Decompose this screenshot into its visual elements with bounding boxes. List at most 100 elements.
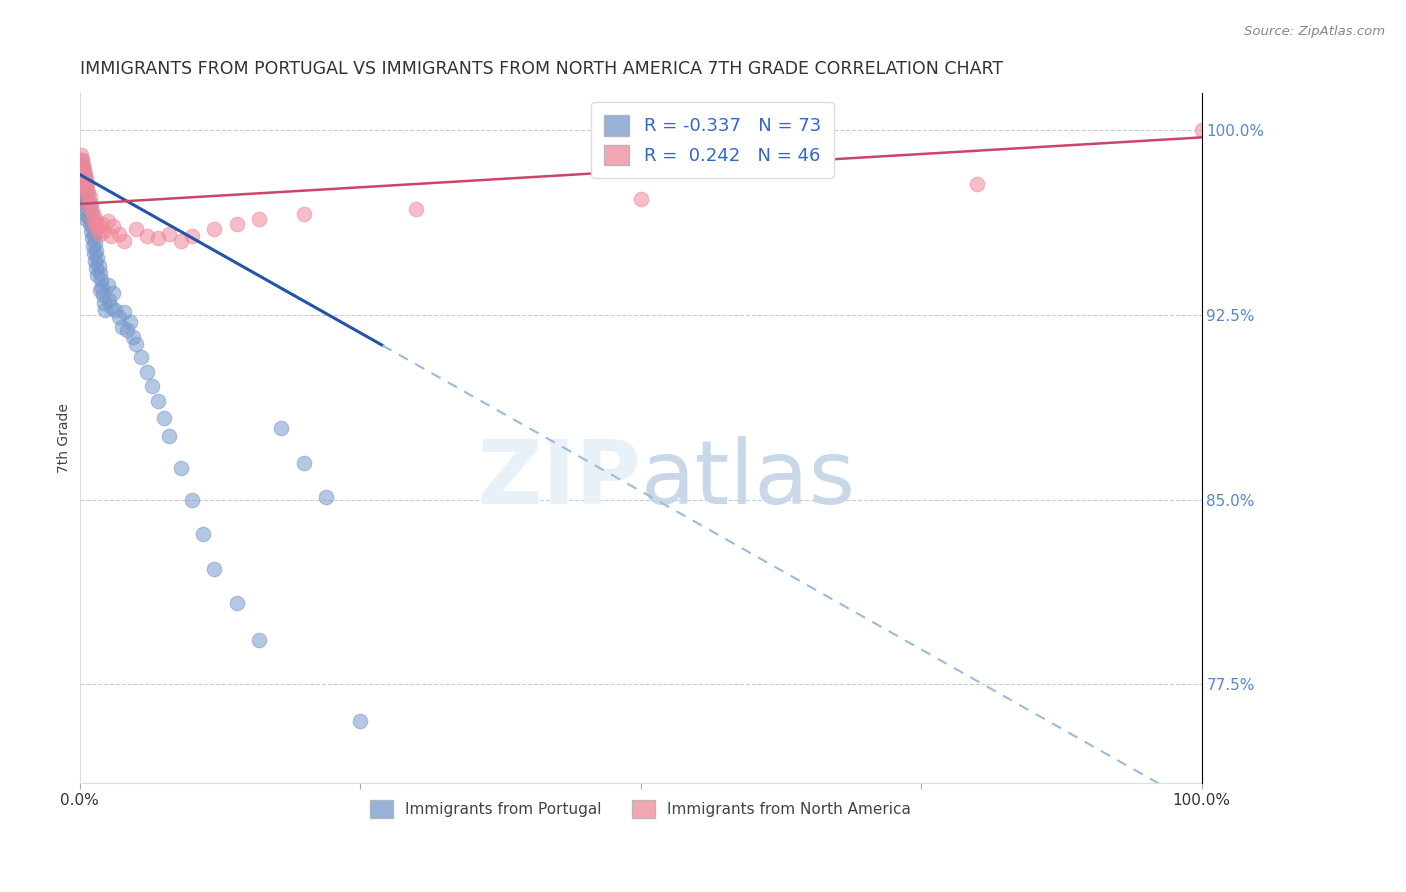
- Point: [86, 214, 108, 228]
- Text: ZIP: ZIP: [478, 436, 641, 523]
- Point: [75, 172, 97, 186]
- Point: [84, 217, 107, 231]
- Point: [75, 207, 97, 221]
- Text: Source: ZipAtlas.com: Source: ZipAtlas.com: [1244, 25, 1385, 38]
- Point: [86, 251, 108, 265]
- Point: [80, 207, 103, 221]
- Point: [73, 178, 96, 192]
- Point: [75, 187, 97, 202]
- Point: [82, 221, 104, 235]
- Point: [72, 157, 94, 171]
- Point: [104, 302, 127, 317]
- Point: [70, 182, 93, 196]
- Point: [89, 283, 111, 297]
- Text: atlas: atlas: [641, 436, 856, 523]
- Point: [72, 172, 94, 186]
- Point: [94, 302, 117, 317]
- Point: [83, 246, 105, 260]
- Point: [75, 194, 97, 209]
- Point: [146, 394, 169, 409]
- Point: [270, 421, 292, 435]
- Point: [101, 285, 124, 300]
- Point: [75, 172, 97, 186]
- Point: [115, 323, 138, 337]
- Point: [1191, 123, 1213, 137]
- Point: [112, 305, 135, 319]
- Point: [70, 153, 93, 167]
- Point: [79, 189, 101, 203]
- Point: [70, 153, 93, 167]
- Point: [157, 227, 180, 241]
- Point: [122, 330, 145, 344]
- Point: [405, 202, 427, 216]
- Point: [75, 211, 97, 226]
- Point: [180, 229, 202, 244]
- Point: [118, 315, 141, 329]
- Point: [101, 219, 124, 233]
- Point: [349, 714, 371, 729]
- Point: [76, 185, 98, 199]
- Point: [80, 214, 103, 228]
- Point: [77, 192, 100, 206]
- Point: [180, 492, 202, 507]
- Point: [225, 596, 247, 610]
- Point: [91, 288, 114, 302]
- Point: [247, 211, 270, 226]
- Point: [202, 221, 225, 235]
- Point: [292, 456, 315, 470]
- Point: [86, 221, 108, 235]
- Point: [129, 350, 152, 364]
- Point: [97, 214, 120, 228]
- Point: [89, 227, 111, 241]
- Point: [112, 234, 135, 248]
- Point: [75, 178, 97, 192]
- Point: [79, 199, 101, 213]
- Point: [91, 217, 114, 231]
- Point: [93, 224, 115, 238]
- Point: [630, 192, 652, 206]
- Y-axis label: 7th Grade: 7th Grade: [58, 403, 72, 473]
- Point: [69, 147, 91, 161]
- Point: [86, 260, 108, 275]
- Point: [124, 337, 146, 351]
- Point: [72, 160, 94, 174]
- Point: [72, 192, 94, 206]
- Point: [73, 165, 96, 179]
- Point: [77, 199, 100, 213]
- Point: [97, 293, 120, 307]
- Point: [152, 411, 174, 425]
- Point: [191, 527, 214, 541]
- Point: [292, 207, 315, 221]
- Point: [73, 162, 96, 177]
- Point: [76, 202, 98, 216]
- Point: [97, 278, 120, 293]
- Point: [73, 197, 96, 211]
- Point: [79, 217, 101, 231]
- Point: [87, 259, 110, 273]
- Point: [77, 209, 100, 223]
- Point: [100, 301, 122, 315]
- Point: [157, 428, 180, 442]
- Point: [86, 268, 108, 283]
- Point: [86, 244, 108, 258]
- Point: [225, 217, 247, 231]
- Point: [169, 234, 191, 248]
- Point: [83, 209, 105, 223]
- Point: [76, 178, 98, 192]
- Point: [124, 221, 146, 235]
- Point: [69, 172, 91, 186]
- Point: [69, 162, 91, 177]
- Point: [87, 219, 110, 233]
- Point: [80, 204, 103, 219]
- Point: [966, 178, 988, 192]
- Point: [169, 460, 191, 475]
- Point: [107, 227, 129, 241]
- Legend: Immigrants from Portugal, Immigrants from North America: Immigrants from Portugal, Immigrants fro…: [364, 794, 917, 823]
- Point: [111, 320, 134, 334]
- Point: [90, 273, 112, 287]
- Point: [146, 231, 169, 245]
- Point: [93, 295, 115, 310]
- Point: [70, 167, 93, 181]
- Point: [135, 229, 157, 244]
- Point: [89, 266, 111, 280]
